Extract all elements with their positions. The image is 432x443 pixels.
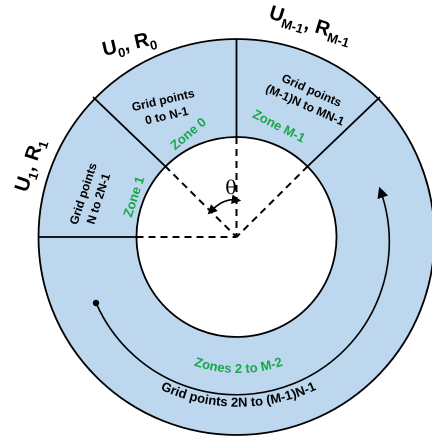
theta-arc bbox=[207, 194, 242, 215]
theta-symbol: θ bbox=[225, 177, 236, 199]
dashed-radius-upper-left bbox=[164, 165, 238, 238]
zones-2-to-m2-label: Zones 2 to M-2 bbox=[193, 354, 284, 376]
label-um1-rm1: UM-1, RM-1 bbox=[266, 2, 354, 51]
label-u1-r1: U1, R1 bbox=[11, 136, 52, 196]
rotation-arrow-start-dot bbox=[92, 299, 100, 307]
rotation-arrow bbox=[96, 186, 391, 396]
divider-zone-m1 bbox=[307, 96, 381, 167]
divider-zone0-zone1 bbox=[92, 96, 166, 167]
dashed-radius-upper-right bbox=[235, 165, 309, 238]
label-u0-r0: U0, R0 bbox=[100, 27, 159, 64]
